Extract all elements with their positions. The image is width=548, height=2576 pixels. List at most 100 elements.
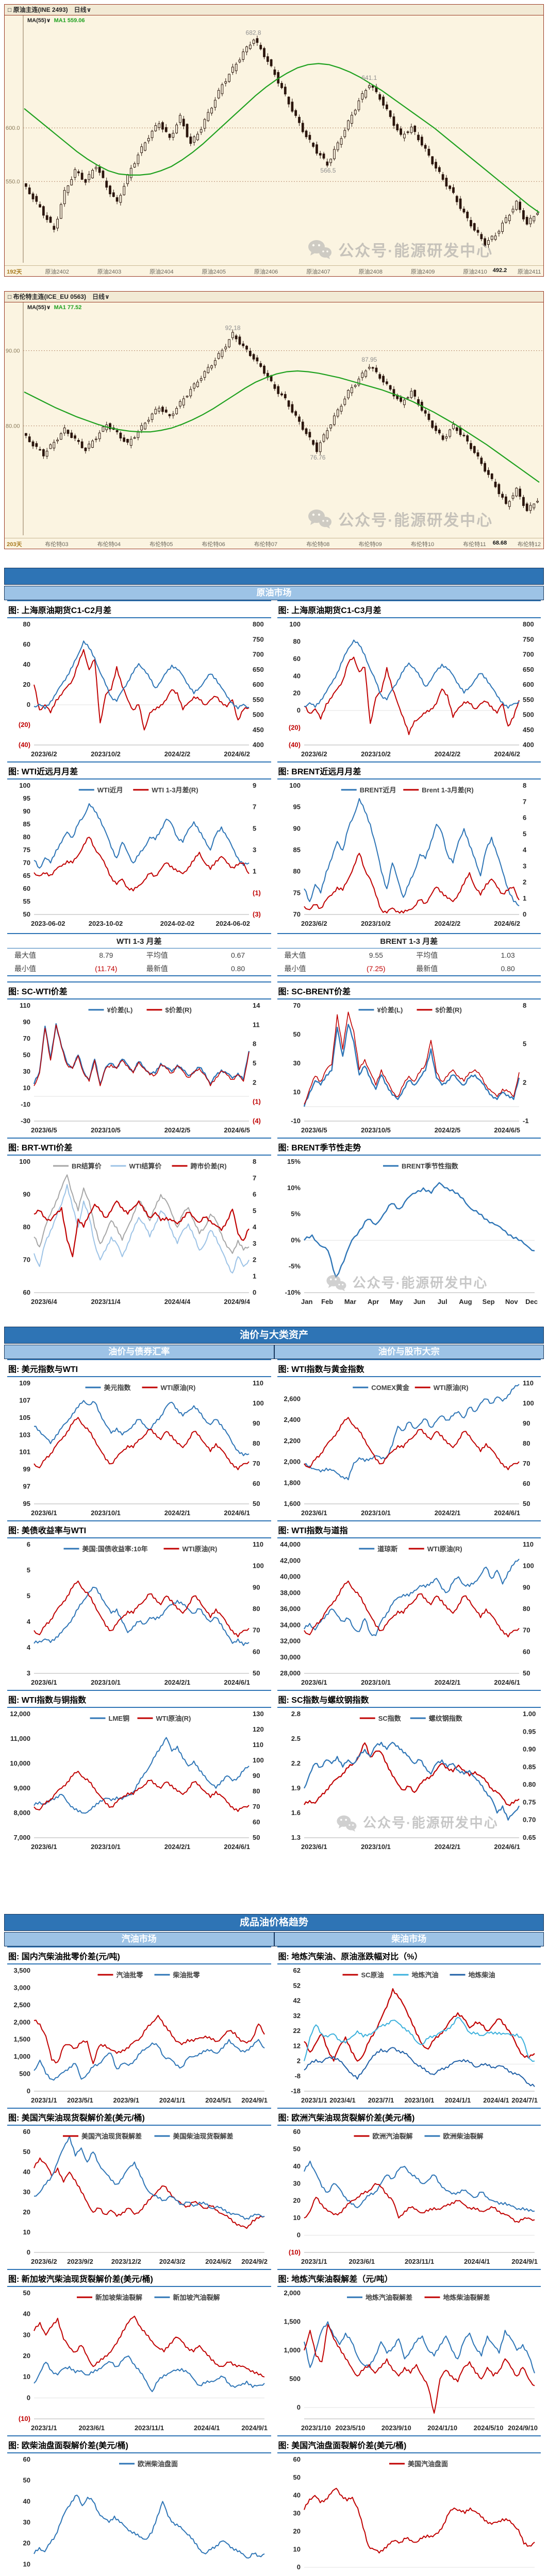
x-axis-tick: 2024/3/2 bbox=[159, 2258, 186, 2265]
price-annotation: 92.18 bbox=[225, 324, 241, 331]
line-chart: 2.8 2.5 2.2 1.9 1.6 1.3 1.00 0.95 0.90 0.85 0.80 0.… bbox=[291, 1710, 536, 1851]
y-axis-tick: 32 bbox=[293, 2012, 300, 2020]
y-axis-tick: 20 bbox=[23, 2208, 30, 2216]
spacer bbox=[0, 549, 548, 568]
y-axis-tick: 4 bbox=[27, 1618, 31, 1625]
y-axis-tick: 11,000 bbox=[10, 1735, 30, 1742]
x-axis-tick: 2023/10/1 bbox=[361, 1679, 391, 1686]
figure-title: 图: WTI指数与铜指数 bbox=[7, 1691, 271, 1708]
y-axis-right-tick: 2 bbox=[253, 1078, 256, 1086]
y-axis-tick: 3,000 bbox=[13, 1984, 30, 1991]
x-axis-tick: 2024-02-02 bbox=[160, 920, 195, 927]
legend-label: 新加坡柴油裂解 bbox=[95, 2294, 142, 2301]
window-icon: □ bbox=[8, 293, 13, 300]
figure-s3r2r: 图: 欧洲汽柴油现货裂解价差(美元/桶) 60 50 40 30 20 10 0 (10) 欧洲汽… bbox=[277, 2108, 541, 2269]
y-axis-tick: 50 bbox=[23, 2477, 30, 2484]
y-axis-right-tick: 120 bbox=[253, 1725, 264, 1733]
contract-label: 原油2406 bbox=[254, 269, 278, 275]
section-header-2: 成品油价格趋势 汽油市场 柴油市场 bbox=[4, 1914, 544, 1946]
contract-label: 原油2410 bbox=[463, 269, 487, 275]
y-axis-tick: 2,000 bbox=[284, 1458, 301, 1466]
ma55-line bbox=[24, 63, 540, 213]
line-chart: 60 50 40 30 20 10 0 美国汽油现货裂解差 美国柴油现货裂解差 2023/6/2 2… bbox=[23, 2128, 268, 2265]
x-axis-tick: 2024/9/1 bbox=[241, 2424, 268, 2432]
x-axis-tick: Mar bbox=[344, 1298, 356, 1306]
x-axis-tick: 2024/6/2 bbox=[494, 750, 520, 758]
series-line bbox=[34, 1200, 250, 1258]
x-axis-tick: 2024/9/1 bbox=[511, 2258, 538, 2265]
y-axis-right-tick: 0.90 bbox=[523, 1745, 536, 1753]
y-axis-tick: (20) bbox=[19, 721, 30, 728]
legend-label: 美国汽油现货裂解差 bbox=[81, 2132, 142, 2140]
x-axis-tick: 2023/10/2 bbox=[361, 920, 391, 927]
y-axis-tick: 2.8 bbox=[291, 1710, 300, 1718]
y-axis-tick: 60 bbox=[23, 885, 30, 892]
series-line bbox=[34, 1771, 250, 1812]
x-axis-tick: Sep bbox=[482, 1298, 494, 1306]
series-line bbox=[34, 1586, 250, 1646]
x-axis-tick: 2023/6/1 bbox=[301, 1679, 327, 1686]
x-axis-tick: 2024/2/1 bbox=[434, 1509, 460, 1517]
legend-label: 欧洲柴油盘面 bbox=[138, 2460, 178, 2468]
y-axis-right-tick: 100 bbox=[253, 1756, 264, 1764]
series-line bbox=[34, 1417, 250, 1470]
contract-label: 原油2404 bbox=[150, 269, 174, 275]
x-axis-tick: 2023/6/1 bbox=[301, 1509, 327, 1517]
figure-s3r4l: 图: 欧柴油盘面裂解价差(美元/桶)6050403020100欧洲柴油盘面202… bbox=[7, 2435, 271, 2576]
y-axis-tick: 75 bbox=[23, 846, 30, 854]
y-axis-right-tick: 3 bbox=[253, 846, 256, 854]
x-axis-tick: 2024/6/2 bbox=[494, 920, 520, 927]
figure-slot: 图: SC-WTI价差 110 90 70 50 30 10 -10 -30 14 11 8 5 2 (1)… bbox=[4, 981, 274, 1138]
figure-slot: 图: 欧洲汽柴油现货裂解价差(美元/桶) 60 50 40 30 20 10 0 (10) 欧洲汽… bbox=[274, 2108, 544, 2269]
y-axis-tick: 0 bbox=[27, 2087, 30, 2095]
contract-label: 原油2405 bbox=[202, 269, 226, 275]
stat-label: 平均值 bbox=[146, 951, 168, 959]
y-axis-right-tick: 50 bbox=[523, 1669, 530, 1677]
x-axis-tick: 2023/1/1 bbox=[31, 2096, 57, 2104]
contract-label: 布伦特12 bbox=[517, 541, 541, 548]
x-axis-tick: 2024/1/10 bbox=[427, 2424, 457, 2432]
stat-value: 0.67 bbox=[230, 951, 245, 959]
y-axis-tick: 44,000 bbox=[280, 1540, 301, 1548]
contract-label: 布伦特10 bbox=[410, 541, 435, 548]
x-axis-tick: Jan bbox=[301, 1298, 312, 1306]
y-axis-right-tick: 80 bbox=[523, 1439, 530, 1447]
legend-label: $价差(R) bbox=[165, 1006, 192, 1014]
y-axis-tick: 20 bbox=[293, 689, 300, 697]
stat-label: 最新值 bbox=[146, 964, 168, 973]
y-axis-right-tick: (4) bbox=[253, 1117, 261, 1125]
candle-chart-titlebar: □ 布伦特主连(ICE_EU 0563) 日线∨ bbox=[5, 292, 543, 302]
y-axis-tick: (40) bbox=[288, 741, 300, 749]
y-axis-tick: 0 bbox=[27, 2248, 30, 2256]
figure-slot: 图: 地炼汽柴油裂解差（元/吨） 2,000 1,500 1,000 500 0 地炼汽油裂… bbox=[274, 2269, 544, 2435]
legend-label: 美元指数 bbox=[104, 1384, 131, 1392]
contract-label: 布伦特04 bbox=[97, 541, 121, 548]
y-axis-tick: 80 bbox=[23, 833, 30, 841]
y-axis-tick: (10) bbox=[19, 2415, 30, 2422]
ma-param-dropdown[interactable]: MA(55)∨ bbox=[27, 304, 51, 311]
y-axis-tick: 105 bbox=[19, 1414, 30, 1421]
candle-x-axis: 203天 布伦特03 布伦特04 布伦特05 布伦特06 布伦特07 布伦特08 布伦特09 布… bbox=[5, 538, 543, 549]
legend-label: 美国柴油现货裂解差 bbox=[173, 2132, 234, 2140]
x-axis-tick: 2023/10/1 bbox=[91, 1679, 121, 1686]
y-axis-tick: 1,800 bbox=[284, 1479, 301, 1486]
ma-indicator-label: MA(55)∨ MA1 559.06 bbox=[27, 17, 85, 24]
y-axis-tick: 5 bbox=[27, 1592, 30, 1600]
period-dropdown[interactable]: 日线∨ bbox=[74, 6, 92, 13]
y-axis-tick: 55 bbox=[23, 897, 30, 905]
y-axis-right-tick: 0.70 bbox=[523, 1816, 536, 1824]
series-line bbox=[34, 2135, 265, 2220]
spacer bbox=[0, 0, 548, 4]
x-axis-tick: 2023/6/1 bbox=[78, 2424, 105, 2432]
y-axis-tick: 38,000 bbox=[280, 1589, 301, 1597]
ma-param-dropdown[interactable]: MA(55)∨ bbox=[27, 18, 51, 24]
contract-label: 原油2402 bbox=[45, 269, 69, 275]
y-axis-tick: 0 bbox=[296, 2563, 300, 2571]
x-axis-tick: 2023/6/2 bbox=[31, 750, 57, 758]
y-axis-tick: -18 bbox=[291, 2087, 301, 2095]
y-axis-tick: 50 bbox=[293, 2145, 300, 2153]
y-axis-tick: 60 bbox=[293, 2128, 300, 2136]
y-axis-tick: 70 bbox=[23, 1035, 30, 1042]
period-dropdown[interactable]: 日线∨ bbox=[92, 293, 110, 300]
